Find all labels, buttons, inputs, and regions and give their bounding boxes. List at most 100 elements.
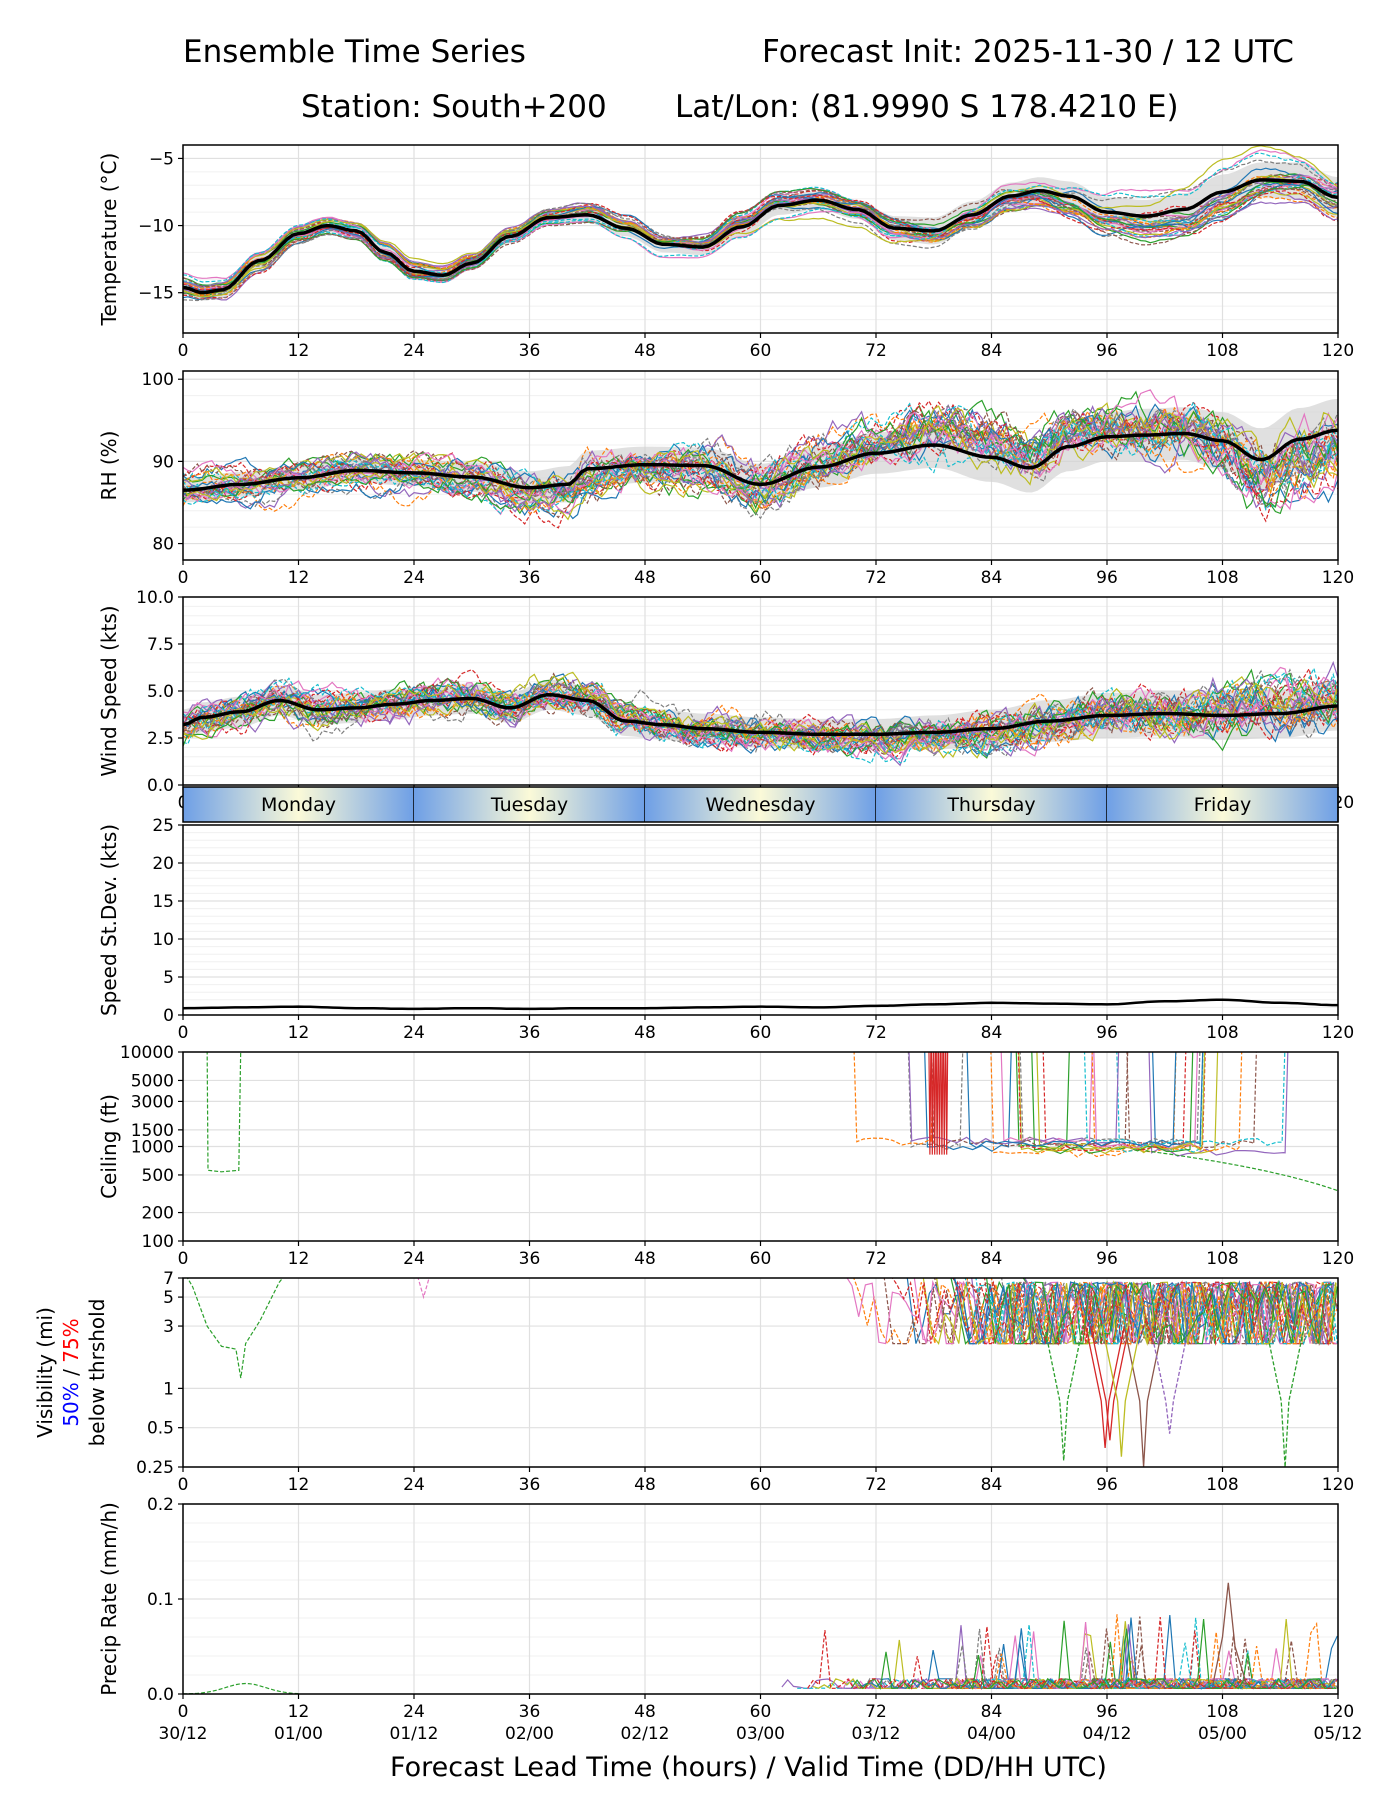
day-label: Wednesday [705, 794, 815, 816]
y-tick-label: 100 [142, 370, 174, 390]
visibility-member-line [891, 1278, 1336, 1346]
y-tick-label: 15 [152, 892, 174, 912]
day-band-cell [414, 787, 645, 822]
x-tick-label: 120 [1322, 568, 1354, 588]
panel-frame [182, 1051, 1339, 1242]
x-tick-label: 84 [981, 1702, 1003, 1722]
ceiling-member-line [1091, 1052, 1243, 1153]
ensemble-member-line [183, 411, 1338, 502]
y-tick-label: 90 [152, 452, 174, 472]
x-tick-label: 60 [750, 1023, 772, 1043]
precip-member-line [812, 1618, 1333, 1690]
x-tick-label: 72 [865, 341, 887, 361]
y-tick-label: −10 [138, 217, 174, 237]
x-tick-label: 120 [1322, 1475, 1354, 1495]
x-tick-label: 36 [519, 1702, 541, 1722]
precip-member-line [797, 1617, 1335, 1691]
x-tick-label: 108 [1206, 1702, 1238, 1722]
visibility-dip-line [1101, 1325, 1142, 1457]
x-tick-label: 36 [519, 568, 541, 588]
ensemble-member-line [183, 410, 1338, 519]
ensemble-member-line [183, 184, 1338, 286]
series-group [186, 1278, 1338, 1467]
day-label: Thursday [946, 794, 1035, 816]
x-tick-label: 84 [981, 568, 1003, 588]
valid-time-label: 04/00 [967, 1724, 1016, 1744]
x-tick-label: 84 [981, 1249, 1003, 1269]
visibility-ylabel-group: Visibility (mi) 50% / 75% below thrshold [33, 1299, 109, 1447]
ensemble-member-line [183, 679, 1338, 753]
visibility-dip-line [1265, 1325, 1305, 1467]
ensemble-member-line [183, 669, 1338, 760]
x-tick-label: 96 [1096, 1475, 1118, 1495]
panel-visibility: 0.25 0.5 1 3 57 0 12 24 36 48 60 72 84 96 108 120 Visibi… [33, 1269, 1354, 1495]
y-axis-label: Precip Rate (mm/h) [97, 1502, 121, 1696]
x-tick-label: 84 [981, 341, 1003, 361]
x-tick-label: 96 [1096, 1702, 1118, 1722]
x-tick-label: 60 [750, 568, 772, 588]
valid-time-label: 30/12 [159, 1724, 208, 1744]
panel-frame [182, 370, 1339, 561]
ceiling-member-line [990, 1052, 1177, 1158]
valid-time-label: 02/00 [505, 1724, 554, 1744]
x-tick-label: 48 [634, 341, 656, 361]
precip-member-line [949, 1614, 1337, 1690]
ensemble-member-line [183, 175, 1338, 297]
ceiling-member-line [206, 1052, 242, 1173]
ensemble-member-line [183, 668, 1338, 757]
x-tick-label: 12 [288, 341, 310, 361]
y-axis-label: Speed St.Dev. (kts) [97, 824, 121, 1016]
ceiling-member-line [1000, 1052, 1093, 1143]
visibility-dip-line [1089, 1325, 1130, 1441]
series-group [206, 1052, 1338, 1192]
y-axis-label: Ceiling (ft) [97, 1094, 121, 1199]
y-tick-label: 0.25 [136, 1458, 174, 1478]
x-tick-label: 0 [178, 1702, 189, 1722]
x-tick-label: 48 [634, 1702, 656, 1722]
y-tick-label: 5 [163, 1288, 174, 1308]
precip-member-line [837, 1622, 1335, 1690]
precip-peak-line [1212, 1582, 1248, 1685]
x-tick-label: 60 [750, 341, 772, 361]
visibility-dip-line [1149, 1325, 1190, 1434]
y-tick-label: 10.0 [136, 588, 174, 608]
x-tick-label: 24 [403, 1023, 425, 1043]
x-tick-label: 12 [288, 1702, 310, 1722]
valid-time-label: 01/12 [390, 1724, 439, 1744]
ensemble-member-line [183, 187, 1338, 288]
x-tick-label: 24 [403, 1702, 425, 1722]
ceiling-member-line [938, 1052, 942, 1155]
ylabel-group: Speed St.Dev. (kts) [97, 824, 121, 1016]
visibility-ylabel-below: below thrshold [85, 1299, 109, 1447]
x-tick-label: 24 [403, 568, 425, 588]
ceiling-member-line [1083, 1052, 1286, 1147]
panel-frame [182, 144, 1339, 334]
ceiling-member-line [924, 1052, 1012, 1152]
valid-time-label: 04/12 [1083, 1724, 1132, 1744]
x-tick-label: 12 [288, 1023, 310, 1043]
visibility-ylabel: Visibility (mi) [33, 1307, 57, 1438]
ylabel-group: Precip Rate (mm/h) [97, 1502, 121, 1696]
x-tick-label: 36 [519, 1475, 541, 1495]
x-tick-label: 48 [634, 1475, 656, 1495]
y-tick-label: 500 [142, 1166, 174, 1186]
x-tick-label: 108 [1206, 1249, 1238, 1269]
valid-time-label: 03/00 [736, 1724, 785, 1744]
series-group [183, 145, 1338, 302]
x-tick-label: 72 [865, 1249, 887, 1269]
x-tick-label: 12 [288, 1475, 310, 1495]
ceiling-member-line [1031, 1052, 1194, 1155]
y-tick-label: 7.5 [147, 635, 174, 655]
visibility-member-line [954, 1278, 1334, 1345]
ceiling-member-line [1148, 1052, 1289, 1157]
x-tick-label: 96 [1096, 1249, 1118, 1269]
x-tick-label: 60 [750, 1702, 772, 1722]
ensemble-member-line [183, 400, 1338, 504]
x-tick-label: 12 [288, 568, 310, 588]
ceiling-member-line [1145, 1150, 1338, 1192]
x-axis-label: Forecast Lead Time (hours) / Valid Time … [390, 1752, 1107, 1783]
ceiling-member-line [1093, 1052, 1198, 1150]
x-tick-label: 120 [1322, 341, 1354, 361]
day-label: Tuesday [490, 794, 568, 816]
